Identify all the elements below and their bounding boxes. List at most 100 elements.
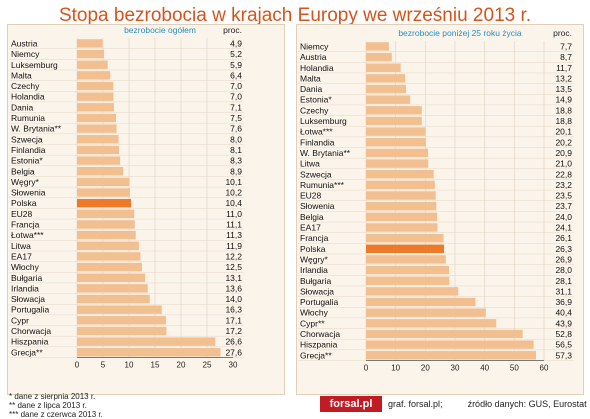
left-bar-15: [77, 198, 132, 208]
right-subtitle: bezrobocie poniżej 25 roku życia: [398, 28, 522, 38]
right-value-label: 57,3: [555, 350, 572, 360]
right-value-label: 40,4: [555, 308, 572, 318]
left-tick-label: 30: [229, 361, 238, 370]
left-category-label: Szwecja: [11, 134, 43, 144]
left-bar-14: [77, 188, 131, 197]
left-bar-21: [77, 262, 142, 272]
left-bar-25: [77, 305, 162, 314]
right-value-label: 18,8: [555, 116, 572, 126]
right-bar-27: [366, 329, 523, 339]
right-bar-14: [366, 191, 436, 200]
right-category-label: Węgry*: [300, 254, 329, 264]
left-category-label: Słowacja: [11, 294, 45, 304]
right-value-label: 20,1: [555, 127, 572, 137]
footnote-1: * dane z sierpnia 2013 r.: [9, 392, 96, 401]
left-value-label: 8,1: [230, 145, 242, 155]
left-value-label: 11,9: [226, 241, 242, 251]
right-bar-26: [366, 319, 497, 328]
right-category-label: Słowenia: [300, 201, 335, 211]
right-category-label: Belgia: [300, 212, 324, 222]
left-bar-18: [77, 230, 136, 240]
right-category-label: Słowacja: [300, 286, 334, 296]
forsal-logo: forsal.pl: [320, 396, 382, 412]
left-bar-3: [77, 71, 111, 80]
left-subtitle: bezrobocie ogółem: [124, 25, 196, 35]
left-value-label: 6,4: [230, 70, 242, 80]
right-value-label: 23,5: [555, 191, 572, 201]
left-tick-label: 20: [177, 361, 186, 370]
left-category-label: Estonia*: [11, 156, 43, 166]
right-category-label: Irlandia: [300, 265, 328, 275]
left-category-label: Grecja**: [11, 347, 43, 357]
left-category-label: Litwa: [11, 241, 31, 251]
left-category-label: Rumunia: [11, 113, 45, 123]
left-value-label: 7,6: [230, 124, 242, 134]
left-category-label: EU28: [11, 209, 33, 219]
left-bar-9: [77, 135, 119, 144]
right-category-label: Polska: [300, 244, 326, 254]
left-value-label: 7,0: [230, 81, 242, 91]
left-category-label: Francja: [11, 220, 40, 230]
left-bar-8: [77, 124, 117, 133]
left-category-label: Chorwacja: [11, 326, 51, 336]
left-tick-label: 15: [151, 361, 160, 370]
left-tick-label: 5: [101, 361, 106, 370]
right-category-label: Austria: [300, 52, 327, 62]
right-tick-label: 0: [364, 364, 369, 373]
left-value-label: 12,5: [225, 262, 242, 272]
left-bar-17: [77, 220, 135, 229]
right-tick-label: 40: [480, 364, 489, 373]
left-value-label: 11,1: [226, 220, 242, 230]
left-bar-28: [77, 337, 216, 346]
left-category-label: Finlandia: [11, 145, 46, 155]
right-bar-20: [366, 255, 446, 264]
right-bar-25: [366, 308, 486, 317]
left-value-label: 4,9: [230, 38, 242, 48]
right-category-label: Hiszpania: [300, 340, 338, 350]
left-bar-6: [77, 103, 114, 112]
left-bar-13: [77, 177, 130, 187]
right-value-label: 24,1: [555, 223, 572, 233]
left-category-label: Luksemburg: [11, 60, 58, 70]
chart-title: Stopa bezrobocia w krajach Europy we wrz…: [58, 5, 532, 26]
left-value-label: 10,1: [225, 177, 242, 187]
left-bar-20: [77, 252, 141, 261]
left-bar-24: [77, 294, 150, 304]
left-value-label: 13,6: [225, 283, 242, 293]
left-category-label: Łotwa***: [11, 230, 44, 240]
left-category-label: Austria: [11, 38, 38, 48]
right-value-label: 26,3: [555, 244, 572, 254]
left-value-label: 11,3: [226, 230, 242, 240]
left-bar-11: [77, 156, 121, 165]
left-bar-10: [77, 145, 120, 155]
left-value-label: 12,2: [225, 251, 242, 261]
left-category-label: W. Brytania**: [11, 124, 62, 134]
right-category-label: Luksemburg: [300, 116, 347, 126]
right-category-label: Estonia*: [300, 95, 332, 105]
right-bar-6: [366, 106, 422, 115]
right-value-label: 7,7: [560, 41, 572, 51]
right-category-label: Portugalia: [300, 297, 339, 307]
right-bar-15: [366, 201, 437, 211]
right-value-label: 26,1: [555, 233, 572, 243]
right-tick-label: 30: [451, 364, 460, 373]
left-value-label: 16,3: [225, 305, 242, 315]
right-bar-12: [366, 170, 434, 179]
left-value-label: 8,0: [230, 134, 242, 144]
left-value-label: 10,2: [225, 188, 242, 198]
right-category-label: W. Brytania**: [300, 148, 351, 158]
right-value-header: proc.: [553, 28, 572, 38]
left-bar-22: [77, 273, 146, 282]
right-bar-0: [366, 42, 389, 51]
right-bar-5: [366, 95, 411, 104]
right-value-label: 13,2: [555, 73, 572, 83]
right-bar-29: [366, 351, 536, 360]
footnote-3: *** dane z czerwca 2013 r.: [9, 410, 103, 419]
right-value-label: 23,7: [555, 201, 572, 211]
left-bar-19: [77, 241, 139, 250]
right-bar-21: [366, 265, 450, 275]
right-bar-17: [366, 223, 438, 232]
right-category-label: Chorwacja: [300, 329, 340, 339]
right-category-label: Niemcy: [300, 41, 329, 51]
left-tick-label: 0: [75, 361, 80, 370]
